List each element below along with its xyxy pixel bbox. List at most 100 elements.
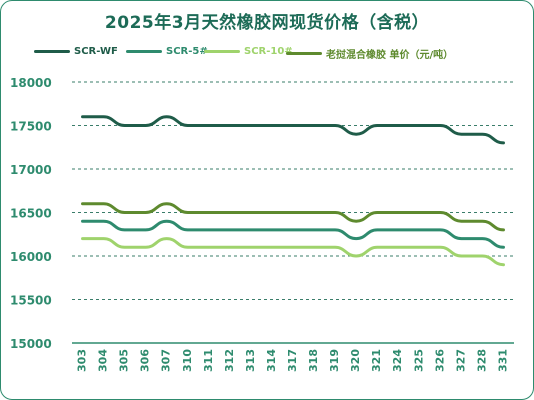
y-tick-label: 16500: [10, 207, 52, 221]
x-tick-label: 324: [391, 349, 404, 372]
data-point-scr-10: [334, 246, 336, 249]
data-point-scr-5: [439, 229, 442, 231]
data-point-scr-10: [144, 246, 147, 249]
data-point-scr-5: [208, 229, 210, 231]
data-point-scr-10: [250, 246, 252, 249]
y-tick-label: 18000: [10, 76, 52, 90]
data-point-laos-rubber: [271, 211, 273, 214]
data-point-scr-10: [439, 246, 442, 249]
data-point-laos-rubber: [165, 203, 168, 205]
legend-swatch-scr-10: [204, 50, 240, 53]
data-point-scr-10: [271, 246, 273, 249]
data-point-scr-wf: [165, 116, 168, 118]
x-tick-label: 320: [349, 349, 362, 372]
data-point-laos-rubber: [334, 211, 336, 214]
data-point-scr-5: [397, 229, 400, 231]
legend-label-scr-wf: SCR-WF: [74, 46, 118, 57]
data-point-scr-5: [376, 229, 378, 231]
legend-label-scr-10: SCR-10#: [244, 46, 293, 57]
legend-item-scr-10: SCR-10#: [204, 46, 293, 57]
x-tick-label: 310: [181, 349, 194, 372]
data-point-scr-5: [334, 229, 336, 231]
data-point-scr-wf: [502, 142, 505, 144]
data-point-scr-5: [418, 229, 421, 231]
data-point-scr-10: [502, 263, 505, 266]
x-tick-label: 307: [160, 349, 173, 372]
data-point-scr-wf: [355, 133, 357, 135]
legend-label-laos-rubber: 老挝混合橡胶 单价（元/吨）: [326, 50, 454, 61]
data-point-scr-5: [313, 229, 315, 231]
x-tick-label: 303: [76, 349, 89, 372]
data-point-scr-10: [208, 246, 210, 249]
data-point-laos-rubber: [186, 211, 189, 214]
data-point-scr-10: [186, 246, 189, 249]
data-point-scr-5: [81, 220, 84, 222]
x-tick-label: 331: [496, 349, 509, 372]
y-tick-label: 15000: [10, 337, 52, 351]
data-point-laos-rubber: [208, 211, 210, 214]
data-point-laos-rubber: [292, 211, 294, 214]
data-point-scr-10: [376, 246, 378, 249]
data-point-scr-5: [229, 229, 231, 231]
data-point-scr-5: [250, 229, 252, 231]
data-point-scr-wf: [334, 124, 336, 127]
data-point-laos-rubber: [439, 211, 442, 214]
x-tick-label: 311: [202, 349, 215, 372]
data-point-laos-rubber: [144, 211, 147, 214]
data-point-scr-10: [418, 246, 421, 249]
data-point-scr-wf: [460, 133, 463, 135]
data-point-laos-rubber: [229, 211, 231, 214]
data-point-scr-5: [271, 229, 273, 231]
legend-item-scr-5: SCR-5#: [126, 46, 208, 57]
data-point-scr-5: [481, 237, 484, 240]
chart-legend: SCR-WF SCR-5# SCR-10# 老挝混合橡胶 单价（元/吨）: [0, 46, 534, 62]
x-tick-label: 317: [286, 349, 299, 372]
data-point-laos-rubber: [102, 203, 105, 205]
y-tick-label: 17500: [10, 120, 52, 134]
data-point-scr-10: [165, 237, 168, 240]
x-tick-label: 328: [475, 349, 488, 372]
data-point-scr-wf: [313, 124, 315, 127]
y-tick-label: 17000: [10, 163, 52, 177]
data-point-scr-wf: [271, 124, 273, 127]
x-tick-label: 326: [433, 349, 446, 372]
data-point-laos-rubber: [418, 211, 421, 214]
data-point-scr-wf: [481, 133, 484, 135]
x-tick-label: 318: [307, 349, 320, 372]
y-tick-label: 16000: [10, 250, 52, 264]
x-tick-label: 304: [97, 349, 110, 372]
x-tick-label: 313: [244, 349, 257, 372]
data-point-scr-wf: [208, 124, 210, 127]
x-tick-label: 305: [118, 349, 131, 372]
data-point-scr-5: [502, 246, 505, 249]
data-point-scr-wf: [229, 124, 231, 127]
legend-swatch-scr-wf: [34, 50, 70, 53]
x-tick-label: 312: [223, 349, 236, 372]
data-point-scr-5: [102, 220, 105, 222]
data-point-scr-wf: [439, 124, 442, 127]
data-point-laos-rubber: [355, 220, 357, 222]
data-point-laos-rubber: [397, 211, 400, 214]
data-point-scr-5: [355, 237, 357, 240]
data-point-laos-rubber: [123, 211, 126, 214]
data-point-scr-wf: [397, 124, 400, 127]
legend-item-laos-rubber: 老挝混合橡胶 单价（元/吨）: [286, 46, 453, 61]
data-point-scr-10: [460, 255, 463, 257]
legend-label-scr-5: SCR-5#: [166, 46, 208, 57]
data-point-scr-5: [144, 229, 147, 231]
data-point-scr-wf: [376, 124, 378, 127]
data-point-scr-10: [81, 237, 84, 240]
x-tick-label: 325: [412, 349, 425, 372]
data-point-scr-wf: [123, 124, 126, 127]
legend-item-scr-wf: SCR-WF: [34, 46, 118, 57]
series-line-scr-10: [81, 237, 505, 267]
data-point-scr-10: [123, 246, 126, 249]
data-point-scr-5: [186, 229, 189, 231]
data-point-scr-5: [123, 229, 126, 231]
x-tick-label: 319: [328, 349, 341, 372]
data-point-scr-10: [229, 246, 231, 249]
y-tick-label: 15500: [10, 294, 52, 308]
data-point-laos-rubber: [460, 220, 463, 222]
